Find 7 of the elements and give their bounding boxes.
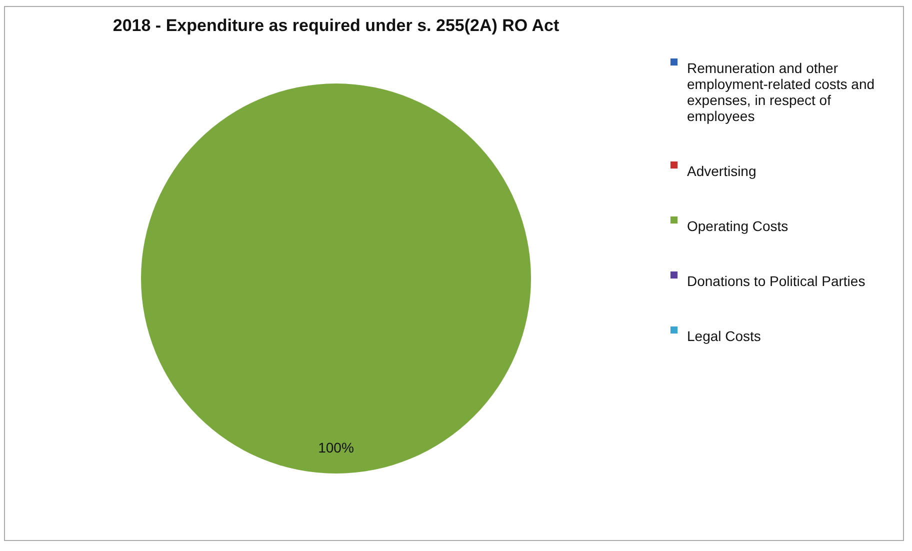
legend-label: Advertising xyxy=(687,163,756,179)
legend-label: Remuneration and other employment-related costs and expenses, in respect of employees xyxy=(687,60,875,124)
legend-label: Legal Costs xyxy=(687,328,761,344)
data-label: 100% xyxy=(318,440,354,456)
chart-title: 2018 - Expenditure as required under s. 255(2A) RO Act xyxy=(112,16,560,35)
legend-label: Donations to Political Parties xyxy=(687,273,866,289)
legend-label: Operating Costs xyxy=(687,218,788,234)
